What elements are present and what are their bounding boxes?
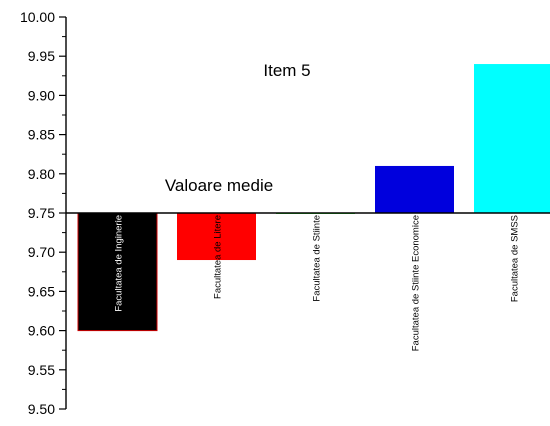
category-label-5: Facultatea de SMSS [510,215,521,302]
category-labels: Facultatea de Inginerie Facultatea de Lit… [114,215,521,351]
category-label-4: Facultatea de Stiinte Economice [411,215,422,351]
y-tick-label: 9.60 [28,323,55,339]
category-label-3: Facultatea de Stiinte [312,215,323,302]
y-tick-label: 9.70 [28,244,55,260]
y-tick-label: 9.95 [28,48,55,64]
y-tick-label: 9.65 [28,283,55,299]
y-tick-label: 9.85 [28,127,55,143]
bar-2 [177,213,256,261]
bar-1 [77,212,158,332]
y-tick-label: 10.00 [20,9,55,25]
y-tick-label: 9.55 [28,362,55,378]
bars-layer [77,64,550,332]
y-tick-label: 9.80 [28,166,55,182]
category-label-1: Facultatea de Inginerie [114,215,125,312]
chart-title: Item 5 [263,61,310,80]
chart-annotation: Valoare medie [165,176,273,195]
y-tick-label: 9.50 [28,401,55,417]
y-axis: 9.50 9.55 9.60 9.65 9.70 9.75 9.80 9.85 9.90 9.95… [20,9,550,417]
y-tick-label: 9.90 [28,87,55,103]
category-label-2: Facultatea de Litere [213,215,224,299]
y-tick-label: 9.75 [28,205,55,221]
bar-5 [474,64,550,213]
bar-4 [375,165,454,213]
